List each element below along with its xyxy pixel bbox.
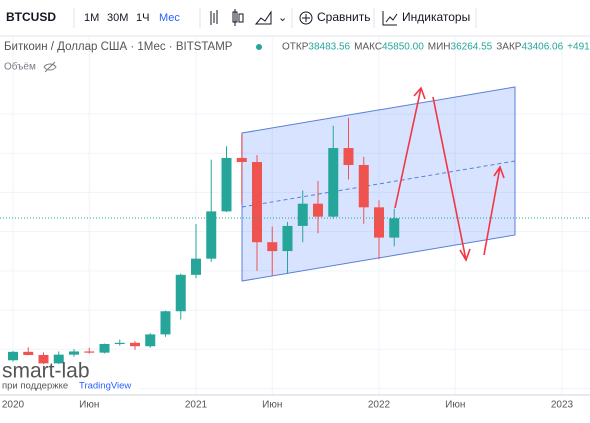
- x-tick-label: 2023: [551, 400, 574, 411]
- arrow-head: [493, 165, 505, 179]
- arrow-up: [483, 166, 501, 256]
- compare-icon[interactable]: [299, 11, 313, 25]
- candle-body: [23, 351, 34, 356]
- ohlc-legend: ОТКР 38483.56 МАКС 45850.00 МИН 36264.55 ЗАКР 4…: [282, 42, 590, 53]
- candle-body: [8, 351, 18, 361]
- candle-body: [53, 354, 64, 364]
- ohlc-label: ОТКР: [282, 42, 309, 53]
- ohlc-value: 45850.00: [382, 42, 424, 53]
- status-dot: [256, 44, 262, 50]
- candles: [8, 117, 400, 374]
- arrows: [394, 86, 505, 262]
- x-tick-label: Июн: [79, 400, 99, 411]
- x-tick-label: Июн: [262, 400, 282, 411]
- candle-body: [175, 274, 186, 312]
- x-tick-label: Июн: [445, 400, 465, 411]
- x-axis: 2020 Июн 2021 Июн 2022 Июн 2023: [2, 400, 574, 411]
- candle-body: [282, 225, 293, 252]
- interval[interactable]: 1Ч: [136, 12, 149, 24]
- candle-body: [130, 342, 140, 347]
- symbol[interactable]: BTCUSD: [6, 10, 56, 24]
- ohlc-label: ЗАКР: [496, 42, 522, 53]
- ohlc-value: 36264.55: [451, 42, 493, 53]
- hide-icon[interactable]: [43, 61, 57, 73]
- ohlc-value: 38483.56: [308, 42, 350, 53]
- watermark-powered: при поддержке: [2, 381, 68, 392]
- arrow-up: [394, 87, 422, 209]
- candle-body: [313, 203, 323, 217]
- interval[interactable]: 30М: [107, 12, 128, 24]
- candle-body: [206, 211, 217, 259]
- series-title: Биткоин / Доллар США · 1Мес · BITSTAMP: [4, 41, 233, 53]
- candle-body: [297, 203, 308, 226]
- interval[interactable]: Мес: [159, 12, 180, 24]
- candle-body: [69, 351, 79, 355]
- candle-body: [221, 157, 232, 212]
- chart-type-icons[interactable]: [210, 9, 272, 26]
- candle-body: [160, 311, 171, 335]
- candle-body: [114, 342, 125, 344]
- candle-body: [328, 148, 339, 217]
- candle-body: [84, 351, 95, 353]
- toolbar: [0, 0, 590, 36]
- candle-body: [358, 164, 369, 208]
- candle-body: [252, 162, 262, 243]
- compare-button[interactable]: Сравнить: [317, 10, 370, 24]
- arrow-down: [432, 96, 467, 261]
- ohlc-change: +4914: [567, 42, 590, 53]
- indicators-button[interactable]: Индикаторы: [402, 10, 470, 24]
- arrow-head: [459, 248, 471, 262]
- arrow-head: [413, 86, 426, 100]
- candle-body: [191, 258, 201, 275]
- dropdown-icon[interactable]: ⌄: [278, 12, 287, 24]
- candle-body: [389, 218, 400, 238]
- watermark-bg: [0, 364, 140, 394]
- compare-icon[interactable]: [302, 14, 310, 22]
- x-tick-label: 2022: [368, 400, 391, 411]
- candle-body: [267, 242, 278, 252]
- candle-body: [145, 334, 156, 347]
- plot: [0, 37, 590, 395]
- ohlc-label: МАКС: [354, 42, 382, 53]
- candle-body: [374, 207, 384, 238]
- interval[interactable]: 1М: [84, 12, 99, 24]
- channel: [241, 86, 516, 282]
- candle-body: [236, 157, 247, 163]
- x-tick-label: 2021: [185, 400, 208, 411]
- ohlc-label: МИН: [428, 42, 451, 53]
- volume-label: Объём: [4, 61, 36, 73]
- candle-body: [99, 343, 110, 353]
- candle-body: [343, 148, 354, 165]
- x-tick-label: 2020: [2, 400, 25, 411]
- ohlc-value: 43406.06: [521, 42, 563, 53]
- candle-body: [38, 355, 49, 364]
- indicators-icon[interactable]: [382, 11, 398, 26]
- watermark-brand: smart-lab: [2, 360, 90, 383]
- watermark-provider[interactable]: TradingView: [79, 381, 131, 392]
